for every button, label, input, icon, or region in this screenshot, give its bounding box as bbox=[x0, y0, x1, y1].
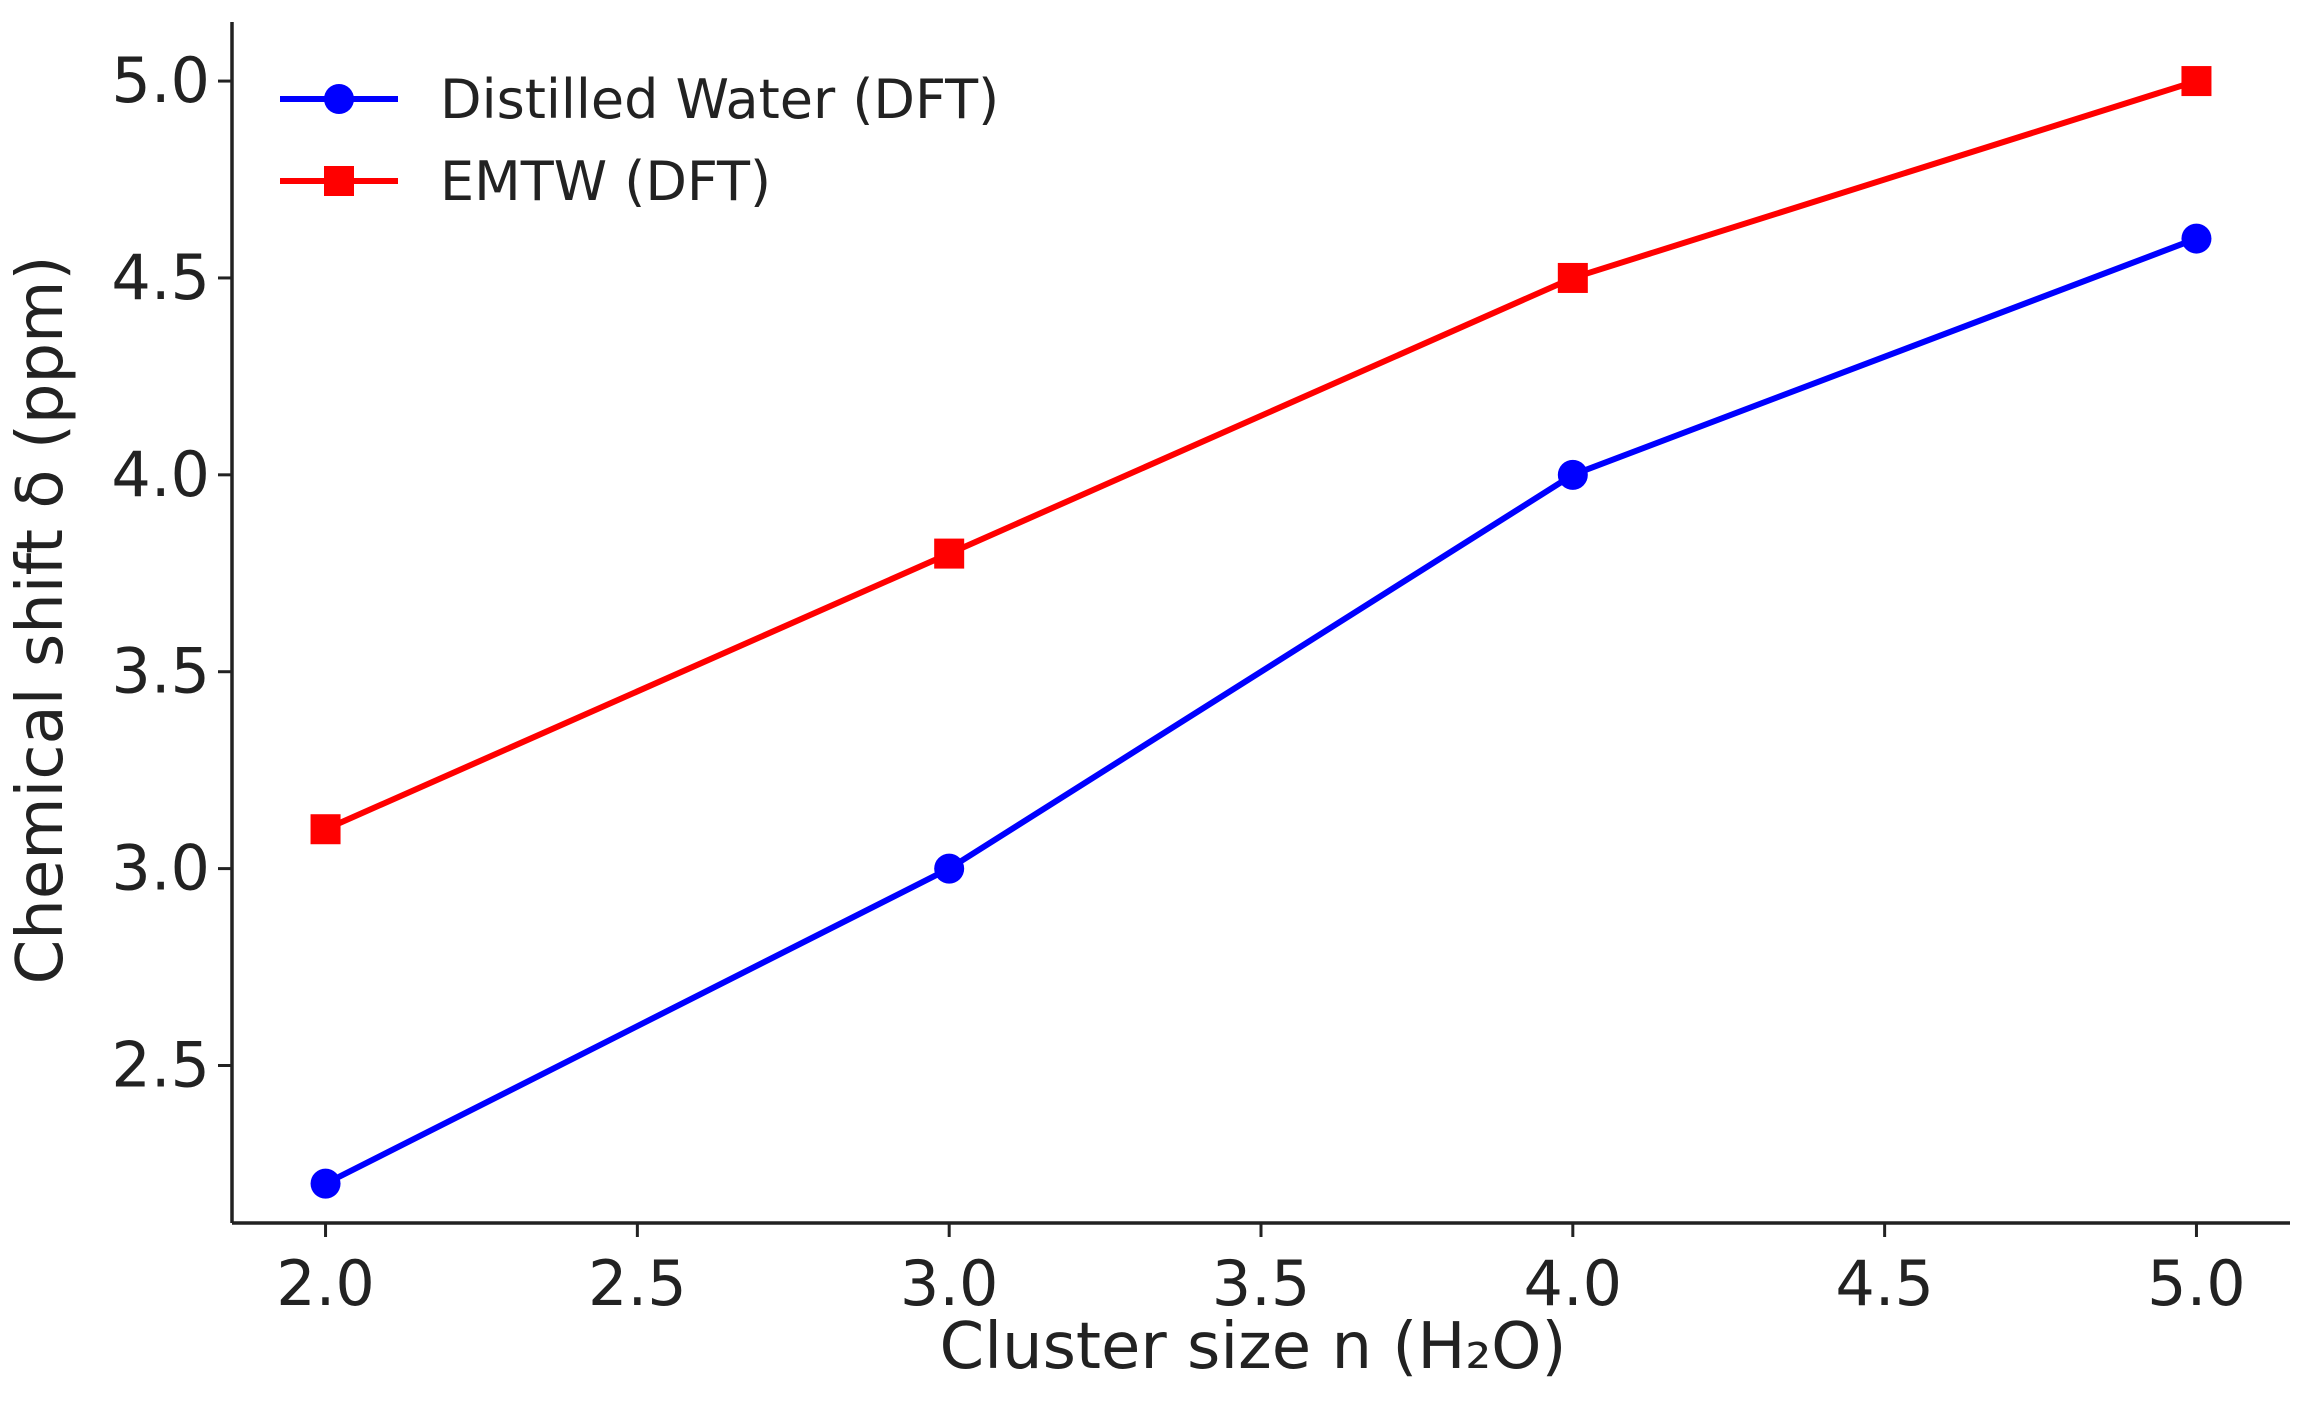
distilled-water-point bbox=[1557, 459, 1588, 490]
x-tick-label: 3.5 bbox=[1212, 1247, 1311, 1320]
y-tick-label: 3.0 bbox=[111, 832, 210, 905]
x-tick-label: 2.0 bbox=[276, 1247, 375, 1320]
y-tick-label: 3.5 bbox=[111, 635, 210, 708]
x-tick-label: 5.0 bbox=[2147, 1247, 2246, 1320]
distilled-water-point bbox=[2181, 223, 2212, 254]
distilled-water-series-line bbox=[322, 235, 2200, 1187]
y-axis-title: Chemical shift δ (ppm) bbox=[4, 256, 78, 985]
x-tick-label: 4.0 bbox=[1524, 1247, 1623, 1320]
emtw-point bbox=[934, 538, 965, 569]
y-tick-label: 2.5 bbox=[111, 1028, 210, 1101]
distilled-water-point bbox=[934, 853, 965, 884]
legend-emtw-label: EMTW (DFT) bbox=[440, 150, 771, 213]
emtw-point bbox=[2181, 66, 2212, 97]
distilled-water-point bbox=[310, 1168, 341, 1199]
x-tick-label: 3.0 bbox=[900, 1247, 999, 1320]
emtw-point bbox=[1557, 262, 1588, 293]
y-tick-label: 4.0 bbox=[111, 438, 210, 511]
legend: Distilled Water (DFT) EMTW (DFT) bbox=[280, 68, 999, 213]
ticks: 2.0 2.5 3.0 3.5 4.0 4.5 5.0 2.5 3.0 3.5 4.0 4.5 5.0 bbox=[111, 44, 2245, 1320]
emtw-point bbox=[310, 814, 341, 845]
y-tick-label: 4.5 bbox=[111, 241, 210, 314]
legend-distilled-water-marker bbox=[324, 84, 354, 114]
x-tick-label: 4.5 bbox=[1835, 1247, 1934, 1320]
legend-distilled-water-label: Distilled Water (DFT) bbox=[440, 68, 999, 131]
series bbox=[310, 66, 2212, 1199]
emtw-series-line bbox=[322, 78, 2200, 833]
legend-emtw-marker bbox=[324, 166, 354, 196]
y-tick-label: 5.0 bbox=[111, 44, 210, 117]
x-tick-label: 2.5 bbox=[588, 1247, 687, 1320]
x-axis-title: Cluster size n (H₂O) bbox=[940, 1310, 1567, 1384]
